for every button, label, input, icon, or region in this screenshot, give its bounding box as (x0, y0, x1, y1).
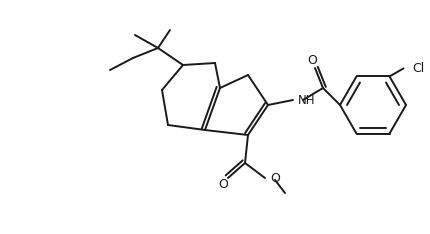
Text: O: O (307, 54, 317, 66)
Text: NH: NH (298, 94, 316, 106)
Text: O: O (270, 172, 280, 184)
Text: O: O (218, 179, 228, 191)
Text: Cl: Cl (412, 62, 425, 75)
